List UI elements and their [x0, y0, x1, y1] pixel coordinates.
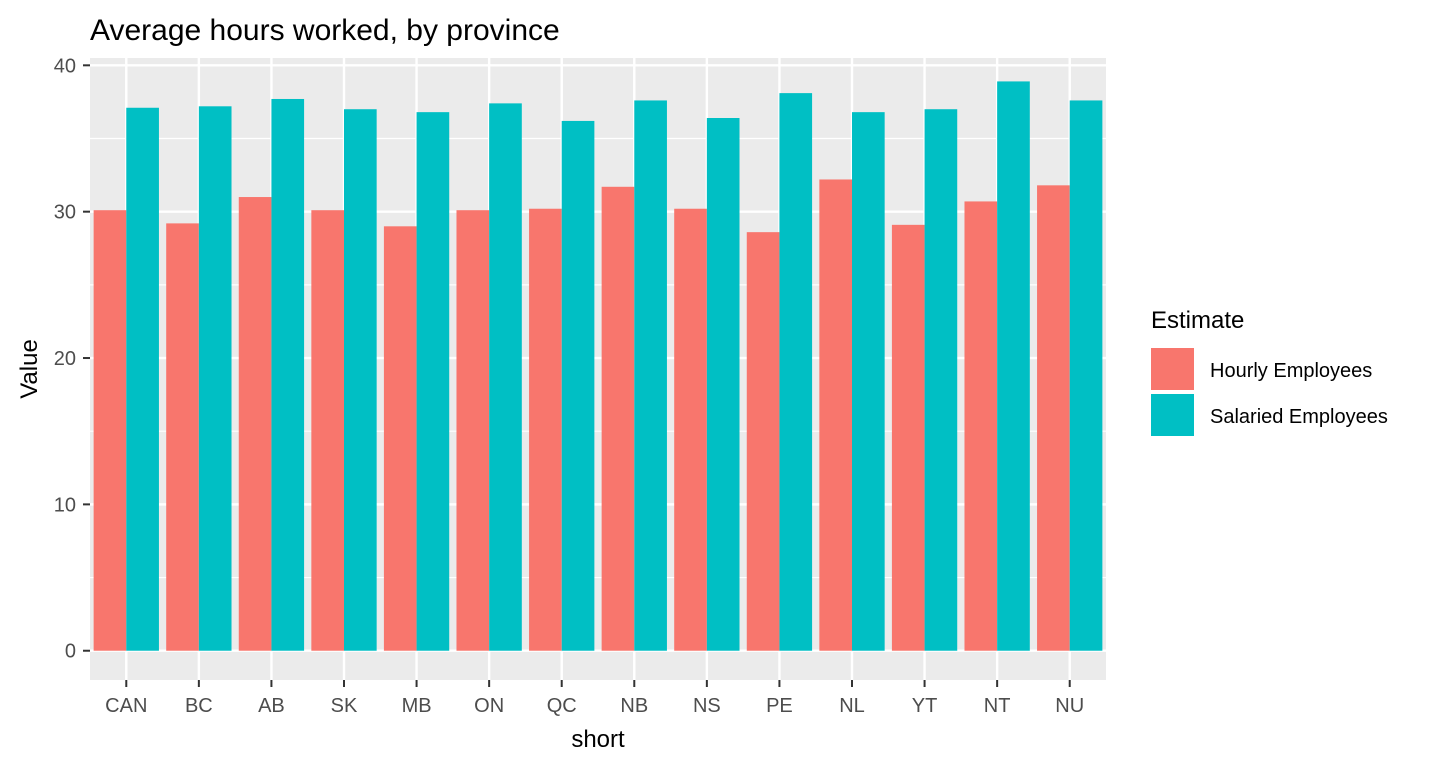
y-tick-label: 0: [65, 641, 76, 663]
x-tick-label: PE: [766, 695, 793, 717]
bar: [1037, 185, 1070, 651]
y-axis-title: Value: [16, 339, 43, 399]
x-tick-label: AB: [258, 695, 285, 717]
bar: [674, 208, 707, 651]
bar: [891, 224, 925, 651]
bar: [634, 100, 667, 651]
bar: [924, 109, 958, 651]
x-tick-label: CAN: [105, 695, 147, 717]
bar: [746, 232, 780, 651]
bar: [779, 93, 813, 651]
y-axis: 0 10 20 30 40: [54, 55, 90, 663]
bar: [601, 186, 635, 651]
bar: [271, 98, 305, 651]
bar: [238, 197, 272, 651]
bar: [166, 223, 199, 651]
legend-title: Estimate: [1151, 307, 1244, 334]
x-tick-label: SK: [331, 695, 358, 717]
x-tick-label: QC: [547, 695, 577, 717]
bar: [529, 208, 562, 651]
bar: [1069, 100, 1103, 651]
x-tick-label: ON: [474, 695, 504, 717]
bar: [819, 179, 852, 651]
x-tick-label: NS: [693, 695, 721, 717]
bar: [344, 109, 377, 651]
bar: [416, 112, 450, 651]
y-tick-label: 20: [54, 348, 76, 370]
chart-title: Average hours worked, by province: [90, 14, 560, 47]
bar: [706, 118, 740, 651]
bar: [383, 226, 417, 651]
bar: [852, 112, 885, 651]
y-tick-label: 10: [54, 494, 76, 516]
bar: [964, 201, 998, 651]
bar: [456, 210, 490, 651]
x-tick-label: NB: [620, 695, 648, 717]
bar: [997, 81, 1030, 651]
bar: [198, 106, 232, 651]
legend-label: Salaried Employees: [1210, 406, 1388, 428]
x-tick-label: MB: [402, 695, 432, 717]
y-tick-label: 40: [54, 55, 76, 77]
x-axis: CAN BC AB SK MB ON QC NB NS PE NL YT NT NU: [105, 680, 1084, 717]
bar: [489, 103, 522, 651]
bar: [311, 210, 344, 651]
x-tick-label: BC: [185, 695, 213, 717]
legend-swatch: [1151, 394, 1194, 436]
bar: [126, 107, 159, 651]
legend-swatch: [1151, 348, 1194, 390]
legend-label: Hourly Employees: [1210, 360, 1372, 382]
x-axis-title: short: [571, 726, 625, 753]
legend: Estimate Hourly Employees Salaried Employ…: [1151, 307, 1388, 436]
bar: [561, 120, 595, 651]
bar: [93, 210, 127, 651]
bars-layer: [93, 81, 1103, 651]
x-tick-label: NU: [1055, 695, 1084, 717]
x-tick-label: YT: [912, 695, 938, 717]
x-tick-label: NT: [984, 695, 1011, 717]
x-tick-label: NL: [839, 695, 865, 717]
y-tick-label: 30: [54, 202, 76, 224]
